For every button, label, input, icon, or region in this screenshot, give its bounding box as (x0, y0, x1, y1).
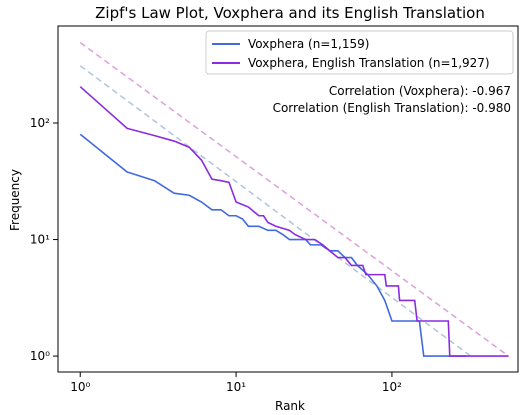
plot-frame (57, 25, 519, 373)
x-tick-label: 10¹ (226, 380, 246, 394)
series-line (79, 86, 509, 357)
reference-line (79, 41, 509, 357)
chart-title: Zipf's Law Plot, Voxphera and its Englis… (95, 4, 485, 22)
x-tick-label: 10⁰ (70, 380, 90, 394)
x-axis-label: Rank (275, 399, 305, 413)
x-tick-label: 10² (382, 380, 402, 394)
legend-box (205, 30, 514, 75)
annotation: Correlation (English Translation): -0.98… (273, 101, 511, 115)
series-line (79, 133, 467, 357)
annotation: Correlation (Voxphera): -0.967 (329, 84, 511, 98)
reference-line (79, 65, 472, 357)
legend-label: Voxphera, English Translation (n=1,927) (248, 56, 490, 70)
y-tick-label: 10⁰ (30, 349, 50, 363)
y-tick-label: 10¹ (30, 233, 50, 247)
y-tick-label: 10² (30, 116, 50, 130)
y-axis-label: Frequency (8, 169, 22, 231)
legend-label: Voxphera (n=1,159) (248, 37, 369, 51)
